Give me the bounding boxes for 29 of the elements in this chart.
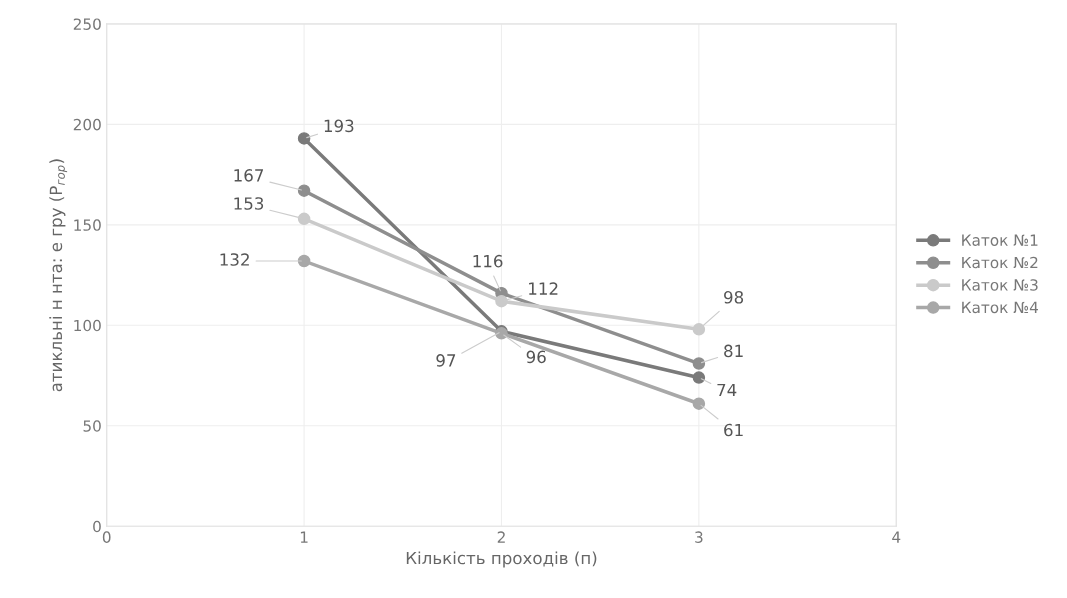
data-label: 112 (529, 282, 558, 295)
data-label: 98 (724, 291, 744, 304)
x-tick-label: 4 (892, 531, 901, 543)
y-tick-label: 0 (93, 520, 101, 533)
data-label: 193 (324, 119, 354, 133)
data-label: 167 (234, 169, 264, 182)
x-tick-label: 0 (102, 531, 111, 543)
legend-label: Каток №1 (962, 234, 1038, 246)
x-tick-label: 3 (695, 531, 703, 543)
x-tick-label: 2 (497, 531, 505, 543)
y-tick-label: 200 (73, 118, 101, 131)
y-tick-label: 150 (74, 219, 101, 231)
y-tick-label: 50 (83, 420, 101, 432)
data-label: 97 (436, 354, 456, 367)
data-label: 61 (724, 423, 743, 437)
data-label: 116 (473, 254, 503, 268)
data-label: 132 (220, 253, 249, 266)
legend-label: Каток №3 (962, 279, 1038, 291)
y-tick-label: 100 (74, 319, 101, 332)
legend-label: Каток №4 (962, 301, 1038, 314)
y-tick-label: 250 (73, 18, 101, 30)
x-axis-title: Кількість проходів (п) (406, 551, 597, 568)
y-axis-title: атикльні н нта: е гру (P$_{гор}$) (49, 159, 68, 392)
data-label: 81 (724, 344, 743, 358)
data-label: 96 (526, 350, 546, 364)
data-label: 74 (717, 383, 737, 397)
x-tick-label: 1 (300, 531, 308, 543)
data-label: 153 (234, 197, 264, 210)
legend-label: Каток №2 (962, 256, 1038, 269)
